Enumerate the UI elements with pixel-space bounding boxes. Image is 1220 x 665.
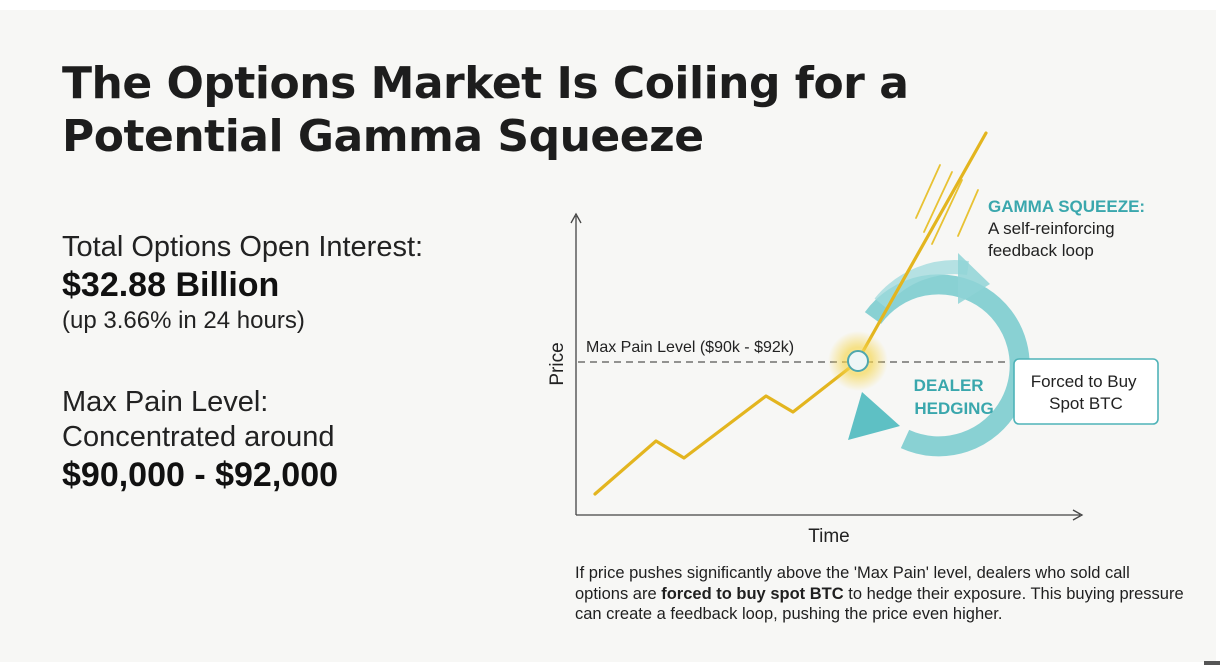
y-axis-arrow	[570, 212, 582, 224]
page-title: The Options Market Is Coiling for a Pote…	[62, 58, 909, 162]
max-pain-label: Max Pain Level:	[62, 386, 269, 418]
max-pain-value: $90,000 - $92,000	[62, 456, 339, 494]
caption: If price pushes significantly above the …	[575, 563, 1185, 625]
max-pain-stat: Max Pain Level: Concentrated around $90,…	[62, 385, 338, 495]
open-interest-value: $32.88 Billion	[62, 266, 280, 304]
dealer-hedging-label: DEALER HEDGING	[914, 376, 994, 418]
feedback-loop-arrow	[848, 253, 1030, 457]
loop-arrow-head-top	[958, 253, 990, 304]
y-axis-label: Price	[547, 342, 568, 385]
loop-arrow-head-bottom	[848, 392, 900, 440]
axes	[570, 212, 1084, 521]
caption-bold: forced to buy spot BTC	[661, 584, 844, 603]
caption-part2: to hedge their exposure. This buying pre…	[575, 584, 1184, 624]
open-interest-change: (up 3.66% in 24 hours)	[62, 307, 305, 334]
forced-to-buy-box	[1013, 358, 1159, 425]
breakout-point	[847, 350, 869, 372]
gamma-squeeze-description: A self-reinforcing feedback loop	[988, 219, 1119, 260]
open-interest-stat: Total Options Open Interest: $32.88 Bill…	[62, 230, 423, 337]
open-interest-label: Total Options Open Interest:	[62, 231, 424, 263]
x-axis-label: Time	[808, 526, 850, 547]
x-axis-arrow	[1072, 509, 1084, 521]
gamma-squeeze-title: GAMMA SQUEEZE:	[988, 197, 1145, 216]
max-pain-line-label: Max Pain Level ($90k - $92k)	[586, 339, 794, 356]
max-pain-sublabel: Concentrated around	[62, 421, 335, 453]
motion-streaks	[915, 164, 979, 245]
corner-mark	[1204, 661, 1220, 665]
caption-part1: If price pushes significantly above the …	[575, 564, 1130, 603]
forced-to-buy-text: Forced to Buy Spot BTC	[1031, 372, 1142, 413]
